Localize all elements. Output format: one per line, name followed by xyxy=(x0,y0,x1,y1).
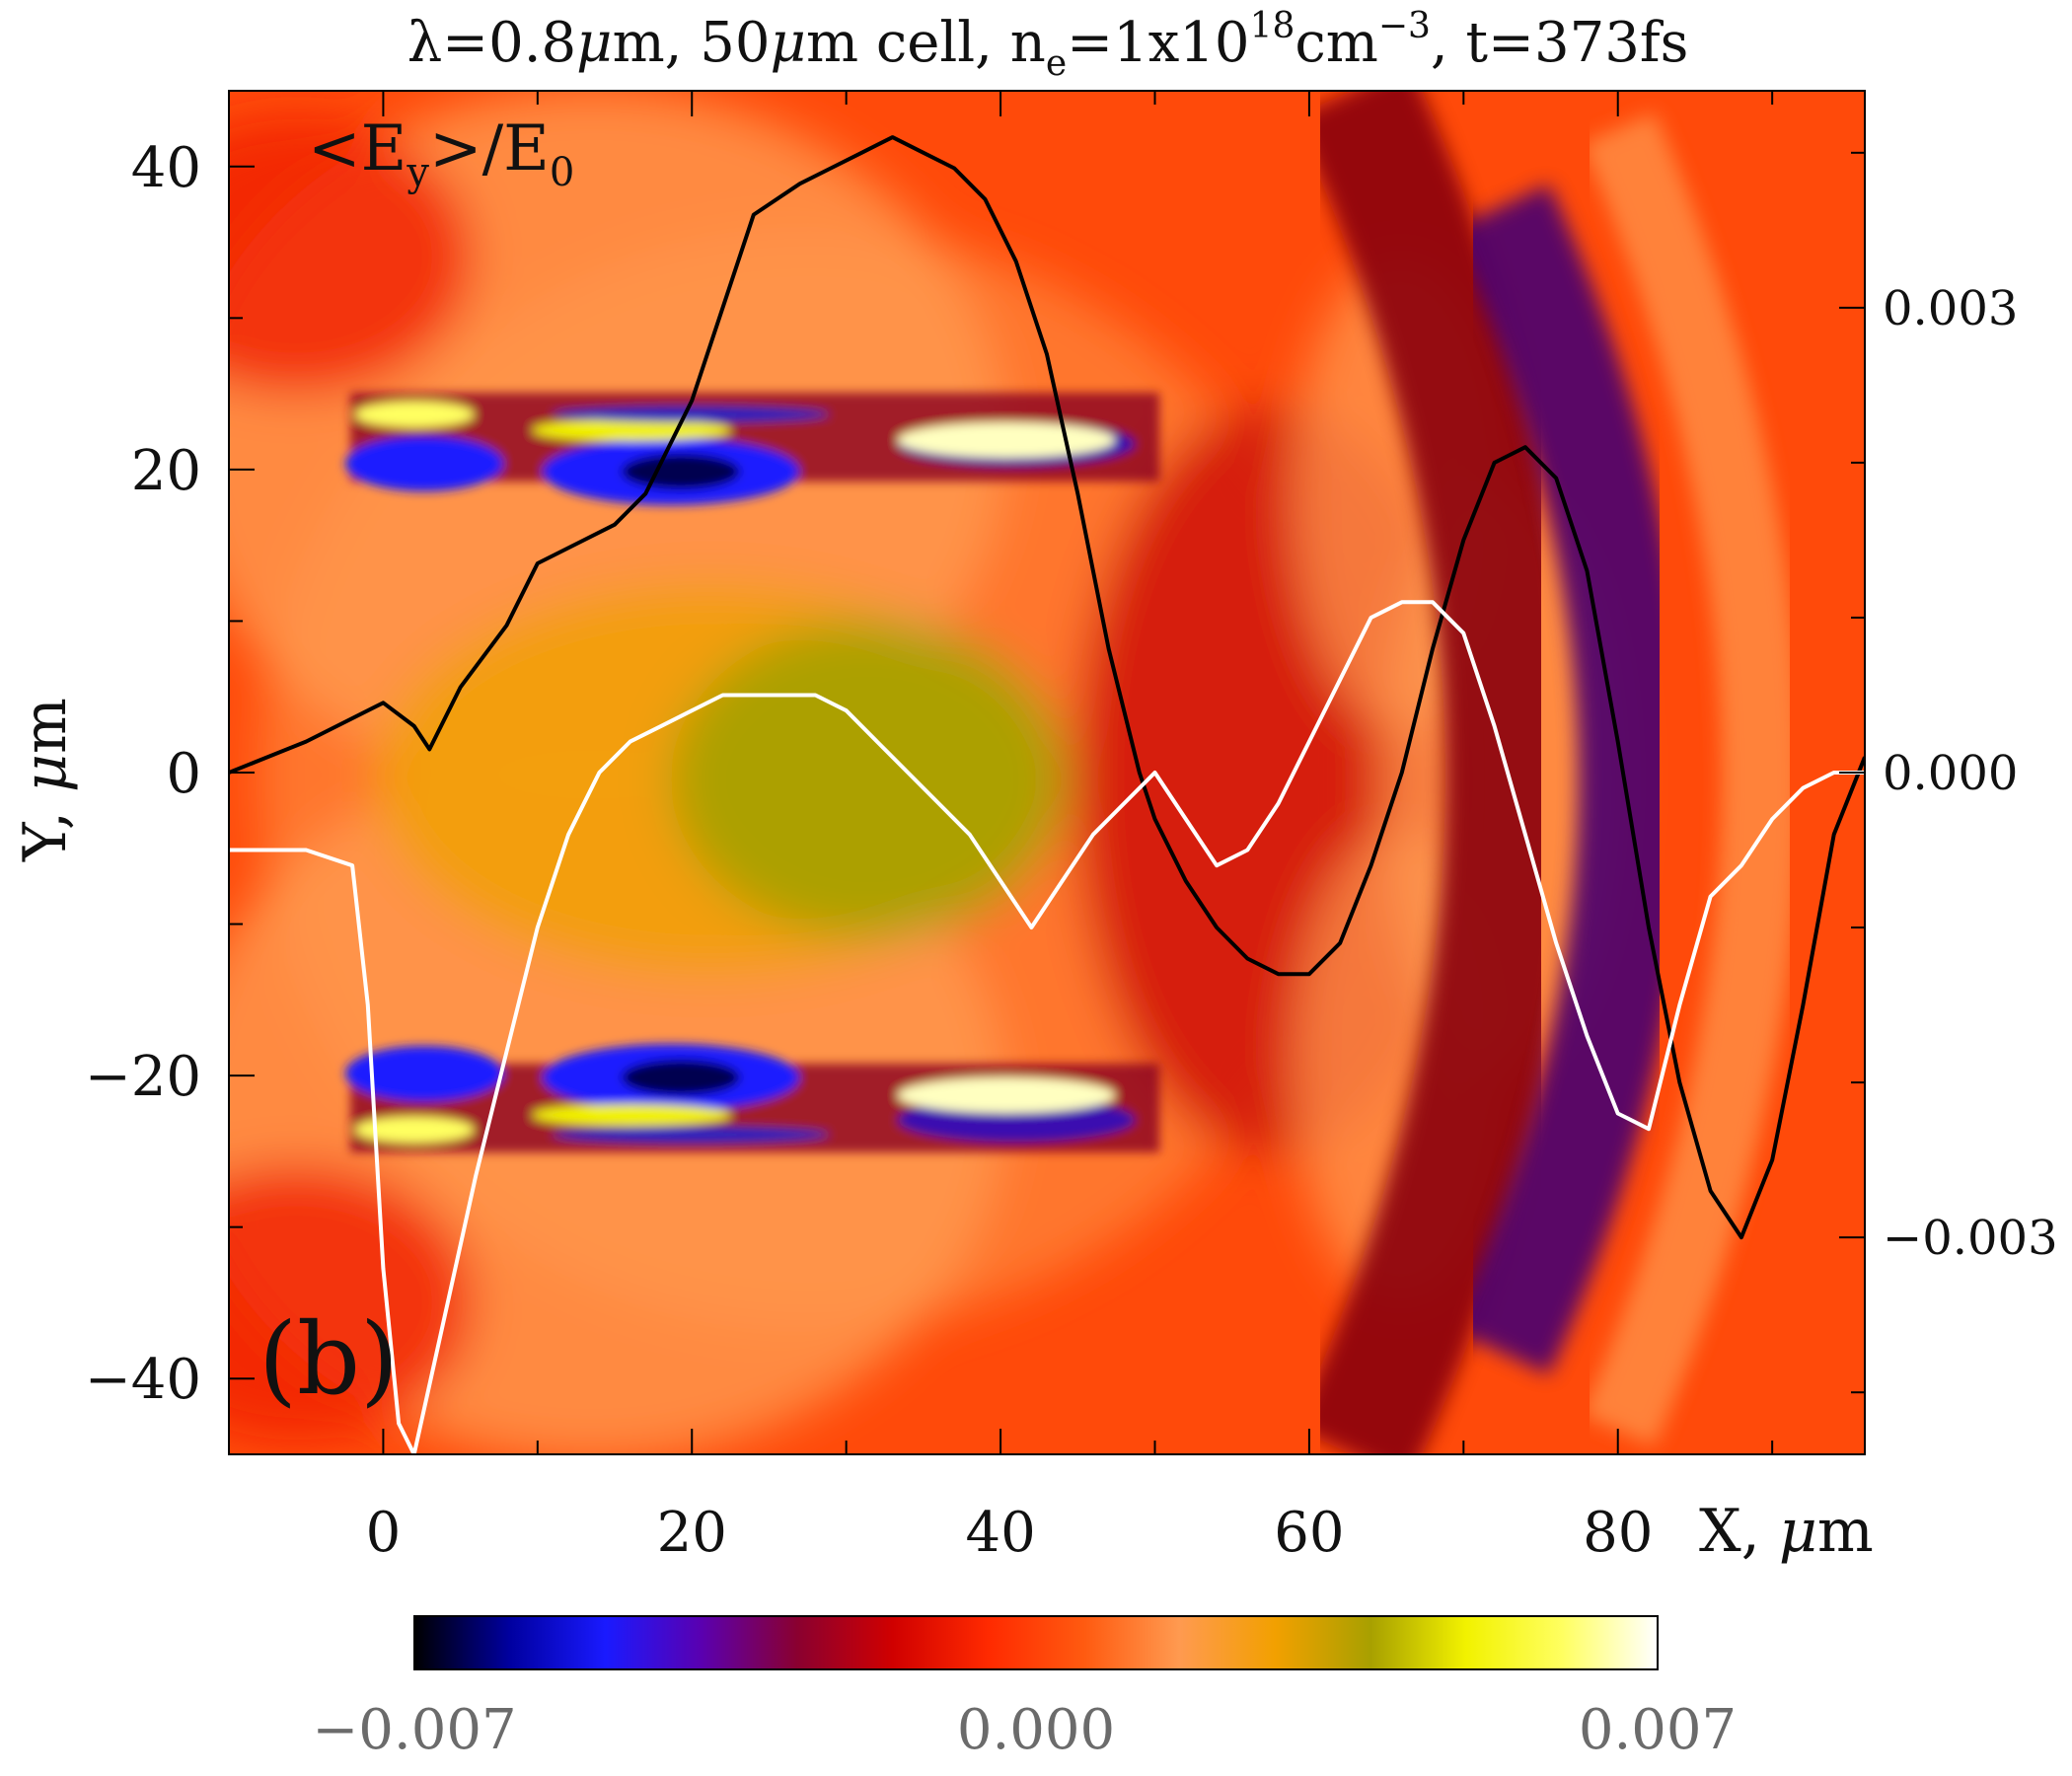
panel-label: (b) xyxy=(259,1301,399,1417)
x-tick-label: 40 xyxy=(965,1501,1035,1565)
colorbar-tick-label: 0.007 xyxy=(1579,1698,1737,1762)
y-tick-label: −40 xyxy=(85,1348,201,1412)
white-curve-series xyxy=(229,600,1865,1454)
colorbar xyxy=(413,1615,1659,1670)
heatmap xyxy=(229,91,1865,1454)
colorbar-tick-label: 0.000 xyxy=(957,1698,1115,1762)
black-curve-series xyxy=(229,135,1865,1240)
right-tick-label: 0.003 xyxy=(1883,281,2018,336)
y-axis-title: Y, μm xyxy=(11,698,80,862)
wavefront-orange xyxy=(1582,111,1801,1447)
colorbar-labels: −0.007 0.000 0.007 xyxy=(312,1698,1737,1762)
wavefront-purple xyxy=(1450,184,1687,1375)
y-tick-label: −20 xyxy=(85,1045,201,1109)
x-axis-ticks: 0 20 40 60 80 xyxy=(228,91,1774,1565)
x-axis-title: X, μm xyxy=(1699,1497,1874,1566)
x-tick-label: 0 xyxy=(366,1501,402,1565)
right-axis-ticks: 0.003 0.000 −0.003 xyxy=(1839,151,2058,1394)
boundary-layer-bottom xyxy=(345,1044,1159,1152)
chart-title: λ=0.8μm, 50μm cell, ne=1x1018cm−3, t=373… xyxy=(407,6,1689,84)
x-tick-label: 80 xyxy=(1583,1501,1653,1565)
field-label: <Ey>/E0 xyxy=(308,112,574,195)
y-tick-label: 20 xyxy=(131,439,201,503)
y-axis-ticks: 40 20 0 −20 −40 xyxy=(85,136,255,1412)
x-tick-label: 60 xyxy=(1274,1501,1344,1565)
right-tick-label: −0.003 xyxy=(1883,1211,2058,1266)
series-layer xyxy=(229,135,1865,1454)
colorbar-tick-label: −0.007 xyxy=(312,1698,516,1762)
right-tick-label: 0.000 xyxy=(1883,746,2018,801)
soft-field-layer xyxy=(229,91,1618,1454)
x-tick-label: 20 xyxy=(657,1501,727,1565)
y-tick-label: 0 xyxy=(166,742,201,806)
boundary-layer-top xyxy=(345,393,1159,505)
y-tick-label: 40 xyxy=(131,136,201,200)
